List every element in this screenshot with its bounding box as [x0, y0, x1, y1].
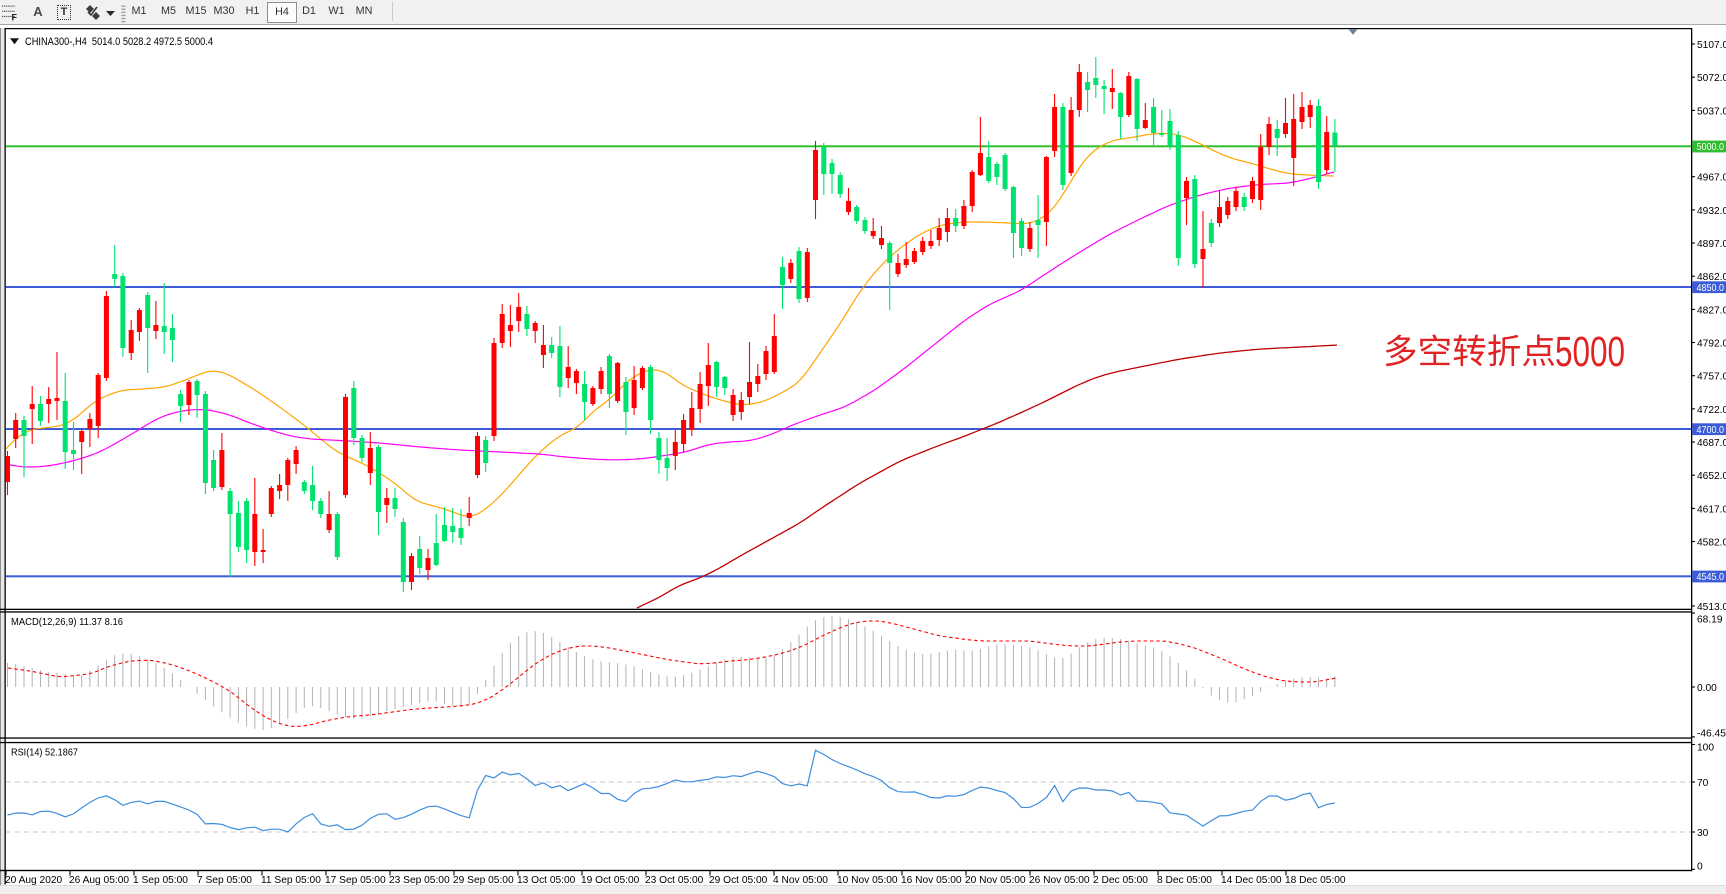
svg-text:4897.0: 4897.0	[1697, 239, 1726, 250]
svg-text:19 Oct 05:00: 19 Oct 05:00	[581, 875, 640, 886]
svg-text:11 Sep 05:00: 11 Sep 05:00	[261, 875, 321, 886]
svg-text:5072.0: 5072.0	[1697, 73, 1726, 84]
svg-text:100: 100	[1697, 742, 1714, 753]
svg-text:4700.0: 4700.0	[1697, 425, 1725, 436]
svg-text:2 Dec 05:00: 2 Dec 05:00	[1093, 875, 1148, 886]
svg-text:20 Nov 05:00: 20 Nov 05:00	[965, 875, 1026, 886]
svg-text:5037.0: 5037.0	[1697, 106, 1726, 117]
svg-text:CHINA300-,H4 5014.0 5028.2 49: CHINA300-,H4 5014.0 5028.2 4972.5 5000.4	[25, 36, 213, 48]
svg-text:4722.0: 4722.0	[1697, 405, 1726, 416]
svg-text:16 Nov 05:00: 16 Nov 05:00	[901, 875, 962, 886]
svg-text:13 Oct 05:00: 13 Oct 05:00	[517, 875, 576, 886]
svg-text:5000: 5000	[1555, 329, 1625, 376]
svg-text:MACD(12,26,9) 11.37 8.16: MACD(12,26,9) 11.37 8.16	[11, 617, 123, 628]
svg-text:4862.0: 4862.0	[1697, 272, 1726, 283]
svg-text:26 Nov 05:00: 26 Nov 05:00	[1029, 875, 1090, 886]
svg-text:4757.0: 4757.0	[1697, 372, 1726, 383]
svg-text:5000.0: 5000.0	[1697, 142, 1725, 153]
svg-text:4687.0: 4687.0	[1697, 438, 1726, 449]
svg-text:4 Nov 05:00: 4 Nov 05:00	[773, 875, 828, 886]
svg-text:10 Nov 05:00: 10 Nov 05:00	[837, 875, 898, 886]
svg-text:4967.0: 4967.0	[1697, 173, 1726, 184]
svg-text:29 Sep 05:00: 29 Sep 05:00	[453, 875, 514, 886]
svg-text:1 Sep 05:00: 1 Sep 05:00	[133, 875, 188, 886]
svg-text:4545.0: 4545.0	[1697, 572, 1725, 583]
svg-text:68.19: 68.19	[1697, 614, 1723, 625]
svg-text:4792.0: 4792.0	[1697, 338, 1726, 349]
svg-text:4932.0: 4932.0	[1697, 206, 1726, 217]
svg-text:14 Dec 05:00: 14 Dec 05:00	[1221, 875, 1282, 886]
svg-text:29 Oct 05:00: 29 Oct 05:00	[709, 875, 768, 886]
svg-text:23 Oct 05:00: 23 Oct 05:00	[645, 875, 704, 886]
svg-text:4513.0: 4513.0	[1697, 602, 1726, 613]
svg-text:F: F	[12, 13, 18, 23]
svg-text:RSI(14) 52.1867: RSI(14) 52.1867	[11, 748, 78, 759]
svg-text:4582.0: 4582.0	[1697, 537, 1726, 548]
svg-text:70: 70	[1697, 778, 1709, 789]
svg-text:8 Dec 05:00: 8 Dec 05:00	[1157, 875, 1212, 886]
svg-text:7 Sep 05:00: 7 Sep 05:00	[197, 875, 252, 886]
svg-text:4827.0: 4827.0	[1697, 305, 1726, 316]
svg-text:0.00: 0.00	[1697, 683, 1717, 694]
svg-text:26 Aug 05:00: 26 Aug 05:00	[69, 875, 129, 886]
svg-text:4617.0: 4617.0	[1697, 504, 1726, 515]
svg-text:23 Sep 05:00: 23 Sep 05:00	[389, 875, 450, 886]
svg-text:20 Aug 2020: 20 Aug 2020	[5, 875, 63, 886]
svg-text:4850.0: 4850.0	[1697, 283, 1725, 294]
svg-text:0: 0	[1697, 861, 1703, 872]
svg-text:5107.0: 5107.0	[1697, 40, 1726, 51]
svg-text:18 Dec 05:00: 18 Dec 05:00	[1285, 875, 1346, 886]
svg-text:17 Sep 05:00: 17 Sep 05:00	[325, 875, 386, 886]
svg-text:4652.0: 4652.0	[1697, 471, 1726, 482]
svg-text:30: 30	[1697, 828, 1709, 839]
svg-text:-46.45: -46.45	[1697, 728, 1726, 739]
